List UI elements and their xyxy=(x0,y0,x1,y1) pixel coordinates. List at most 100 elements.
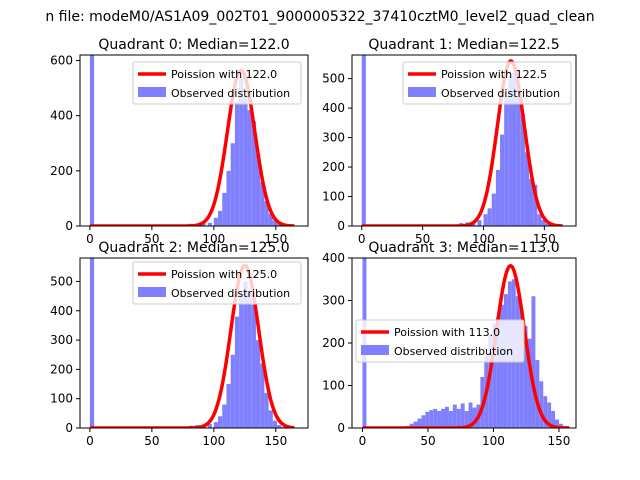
histogram-bar xyxy=(272,220,278,226)
y-tick-label: 300 xyxy=(50,333,73,347)
histogram-bar xyxy=(226,170,231,226)
histogram-bar xyxy=(226,384,231,428)
histogram-bar xyxy=(222,404,227,428)
x-tick-label: 100 xyxy=(482,434,505,448)
histogram-bar xyxy=(547,402,552,428)
y-tick-label: 400 xyxy=(50,304,73,318)
histogram-bar xyxy=(516,96,521,226)
histogram-bar xyxy=(496,317,501,428)
histogram-bar xyxy=(555,419,559,428)
legend-label: Poission with 113.0 xyxy=(394,326,500,339)
x-tick-label: 0 xyxy=(358,232,366,246)
x-tick-label: 50 xyxy=(415,232,430,246)
histogram-bar xyxy=(239,77,244,226)
legend-box xyxy=(355,319,525,363)
x-tick-label: 100 xyxy=(202,434,225,448)
histogram-bar xyxy=(524,152,530,226)
panel-title: Quadrant 1: Median=122.5 xyxy=(368,37,559,53)
figure-suptitle: n file: modeM0/AS1A09_002T01_9000005322_… xyxy=(45,9,594,25)
histogram-bar xyxy=(487,208,492,226)
histogram-bar xyxy=(277,223,282,226)
histogram-bar xyxy=(520,113,525,226)
histogram-bar xyxy=(268,213,273,226)
histogram-bar xyxy=(468,402,473,428)
histogram-bar xyxy=(247,293,252,428)
legend-bar-swatch xyxy=(138,287,166,297)
histogram-bar xyxy=(213,422,219,428)
x-tick-label: 150 xyxy=(548,434,571,448)
y-tick-label: 200 xyxy=(322,336,345,350)
y-tick-label: 200 xyxy=(322,160,345,174)
y-tick-label: 500 xyxy=(50,274,73,288)
legend-bar-swatch xyxy=(408,87,436,97)
panel-title: Quadrant 3: Median=113.0 xyxy=(368,240,559,256)
histogram-bar xyxy=(89,55,95,226)
x-tick-label: 50 xyxy=(144,434,159,448)
histogram-bar xyxy=(234,101,240,226)
histogram-bar xyxy=(413,421,418,428)
legend-label: Observed distribution xyxy=(171,87,290,100)
histogram-bar xyxy=(218,416,223,428)
y-tick-label: 600 xyxy=(50,54,73,68)
histogram-bar xyxy=(504,96,509,226)
legend-label: Observed distribution xyxy=(394,345,513,358)
histogram-bar xyxy=(243,281,248,428)
plot-area xyxy=(361,55,564,226)
histogram-bar xyxy=(361,55,366,226)
histogram-bar xyxy=(558,423,563,428)
histogram-bar xyxy=(531,296,536,428)
y-tick-label: 100 xyxy=(50,392,73,406)
histogram-bar xyxy=(539,381,544,428)
histogram-bar xyxy=(264,201,269,226)
histogram-bar xyxy=(456,408,461,428)
histogram-bar xyxy=(472,407,477,428)
histogram-bar xyxy=(239,293,244,428)
histogram-bar xyxy=(445,406,449,428)
histogram-bar xyxy=(421,415,426,428)
y-tick-label: 200 xyxy=(50,362,73,376)
histogram-bar xyxy=(425,411,430,428)
histogram-bar xyxy=(207,423,212,428)
x-tick-label: 150 xyxy=(533,232,556,246)
histogram-bar xyxy=(89,258,95,428)
histogram-bar xyxy=(417,418,422,428)
panel-title: Quadrant 2: Median=125.0 xyxy=(98,240,289,256)
panel-title: Quadrant 0: Median=122.0 xyxy=(98,37,289,53)
histogram-bar xyxy=(433,408,438,428)
legend-label: Poission with 122.0 xyxy=(171,68,277,81)
histogram-bar xyxy=(268,410,273,428)
quadrant-3-chart: Quadrant 3: Median=113.0 0 50 100 150 0 100 200… xyxy=(322,240,577,448)
histogram-bar xyxy=(272,420,278,428)
histogram-bar xyxy=(512,72,517,226)
histogram-bar xyxy=(500,134,505,226)
histogram-bar xyxy=(448,411,453,428)
histogram-bar xyxy=(519,309,524,428)
histogram-bar xyxy=(495,169,501,226)
x-tick-label: 0 xyxy=(359,434,367,448)
histogram-bar xyxy=(437,411,442,428)
histogram-bar xyxy=(523,326,528,428)
x-tick-label: 150 xyxy=(264,434,287,448)
y-tick-label: 100 xyxy=(322,379,345,393)
legend-box xyxy=(132,261,302,305)
legend-label: Observed distribution xyxy=(441,87,560,100)
axes-frame xyxy=(351,54,577,227)
histogram-bar xyxy=(477,220,482,226)
legend-box xyxy=(402,61,572,105)
histogram-bar xyxy=(255,154,261,226)
y-tick-label: 200 xyxy=(50,164,73,178)
histogram-bar xyxy=(251,304,256,428)
histogram-bar xyxy=(541,220,546,226)
histogram-bar xyxy=(409,423,414,428)
legend-bar-swatch xyxy=(138,87,166,97)
y-tick-label: 100 xyxy=(322,190,345,204)
histogram-bar xyxy=(491,193,496,226)
histogram-bar xyxy=(207,222,212,226)
y-tick-label: 400 xyxy=(322,101,345,115)
histogram-bar xyxy=(551,411,556,428)
legend-bar-swatch xyxy=(361,345,389,355)
histogram-bar xyxy=(500,304,504,428)
histogram-bar xyxy=(264,392,269,428)
histogram-bar xyxy=(441,408,446,428)
